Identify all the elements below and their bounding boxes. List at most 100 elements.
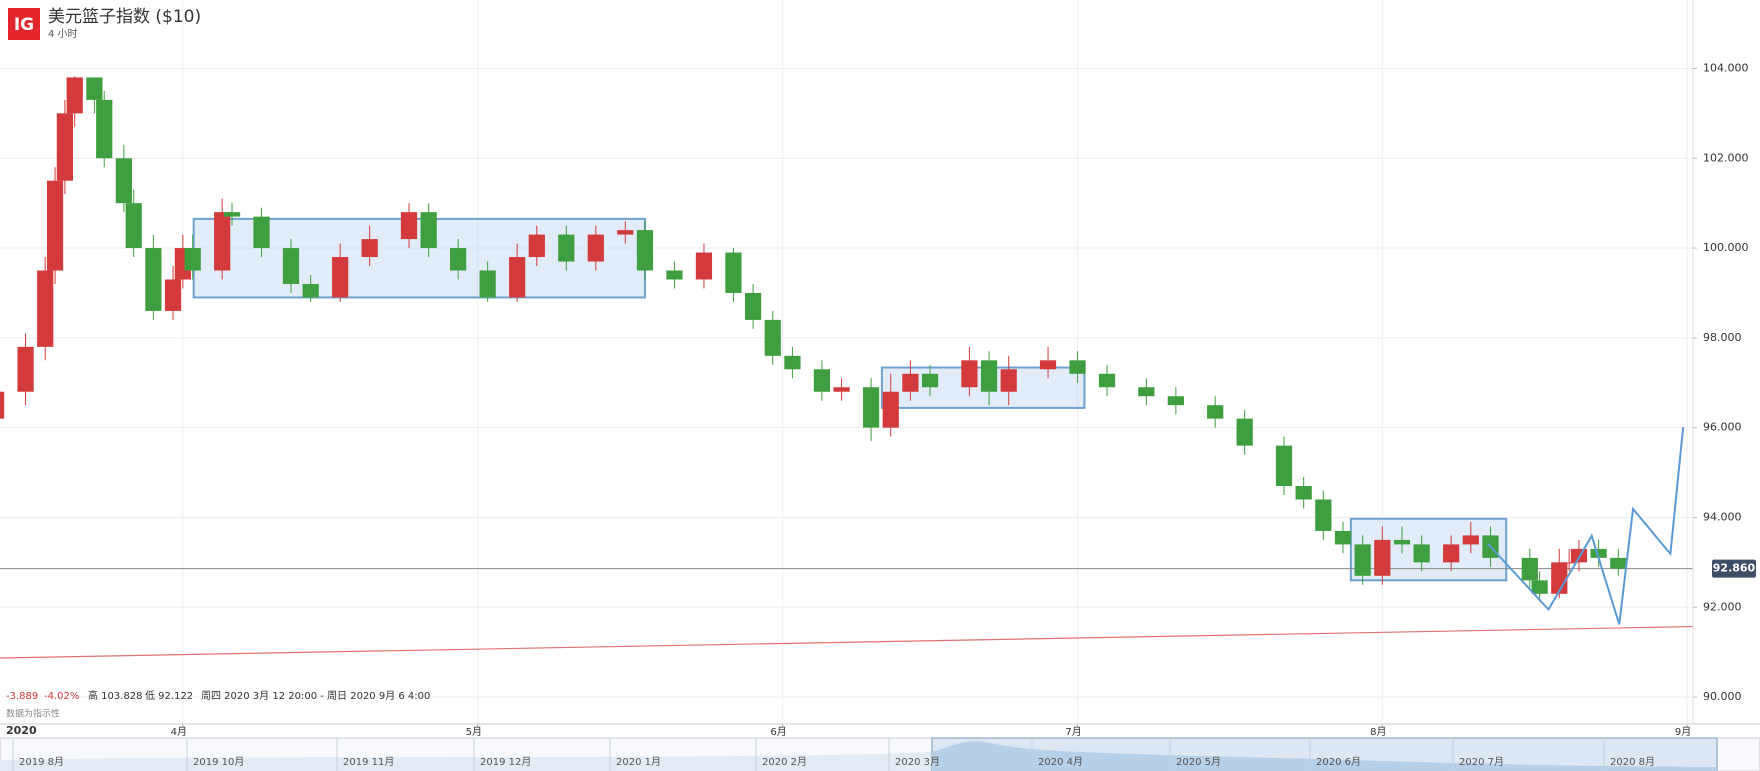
- candle-body: [1334, 530, 1352, 545]
- navigator-label: 2020 6月: [1316, 756, 1361, 768]
- navigator-label: 2019 11月: [343, 756, 394, 768]
- candle-body: [1354, 544, 1371, 576]
- candle-body: [1167, 396, 1184, 406]
- candle-body: [46, 180, 64, 271]
- candle-body: [450, 248, 467, 271]
- y-tick-label: 94.000: [1703, 510, 1742, 523]
- candle-body: [1413, 544, 1430, 563]
- candle-body: [0, 391, 5, 419]
- x-tick-label: 6月: [770, 726, 786, 738]
- navigator-label: 2019 8月: [19, 756, 64, 768]
- candle-body: [164, 279, 182, 311]
- candle-body: [302, 283, 319, 298]
- candle-body: [1295, 486, 1312, 500]
- candle-body: [1000, 369, 1017, 392]
- candle-body: [96, 99, 113, 159]
- candle-body: [86, 77, 103, 100]
- candle-body: [1551, 562, 1568, 594]
- navigator-labels: 2019 8月 2019 10月 2019 11月 2019 12月 2020 1月 20…: [12, 738, 1655, 771]
- candle-body: [214, 212, 231, 271]
- candle-body: [361, 239, 378, 258]
- candle-body: [695, 252, 713, 280]
- candle-body: [1098, 373, 1116, 388]
- y-tick-label: 100.000: [1703, 241, 1749, 254]
- x-tick-label: 8月: [1370, 726, 1386, 738]
- candle-body: [282, 248, 300, 284]
- candle-body: [125, 203, 142, 249]
- navigator-label: 2020 5月: [1176, 756, 1221, 768]
- logo-box: [8, 8, 40, 40]
- candle-body: [1443, 544, 1460, 563]
- candle-body: [332, 257, 349, 298]
- navigator-label: 2020 3月: [895, 756, 940, 768]
- navigator-label: 2020 8月: [1610, 756, 1655, 768]
- candle-body: [184, 248, 201, 271]
- candle-body: [56, 113, 73, 181]
- candle-body: [1570, 548, 1588, 563]
- navigator-label: 2020 1月: [616, 756, 661, 768]
- candle-body: [666, 270, 683, 280]
- navigator-label: 2020 4月: [1038, 756, 1083, 768]
- year-label: 2020: [6, 724, 37, 737]
- y-tick-label: 104.000: [1703, 61, 1749, 74]
- x-tick-label: 4月: [171, 726, 187, 738]
- candle-body: [725, 252, 742, 293]
- logo: IG: [14, 15, 34, 35]
- x-tick-label: 5月: [466, 726, 482, 738]
- navigator-label: 2020 2月: [762, 756, 807, 768]
- y-tick-label: 90.000: [1703, 690, 1742, 703]
- candle-body: [921, 373, 939, 388]
- candle-body: [882, 391, 899, 428]
- chart-title: 美元篮子指数 ($10): [48, 7, 201, 27]
- candle-body: [37, 270, 54, 347]
- candle-body: [66, 77, 83, 114]
- candle-body: [980, 360, 998, 392]
- candle-body: [784, 355, 801, 370]
- x-tick-label: 9月: [1675, 726, 1691, 738]
- candle-body: [617, 230, 634, 235]
- candle-body: [1393, 539, 1411, 545]
- candle-body: [1521, 557, 1538, 581]
- candle-body: [636, 230, 654, 271]
- candle-body: [17, 346, 34, 392]
- candle-body: [1561, 562, 1578, 564]
- y-tick-label: 102.000: [1703, 151, 1749, 164]
- candle-body: [509, 257, 526, 298]
- y-tick-label: 92.000: [1703, 600, 1742, 613]
- last-price-label: 92.860: [1713, 562, 1756, 575]
- chart-subtitle: 4 小时: [48, 28, 78, 40]
- navigator-area: [0, 752, 932, 771]
- candle-body: [1315, 499, 1332, 531]
- candle-body: [813, 369, 831, 392]
- y-tick-label: 96.000: [1703, 421, 1742, 434]
- projection-line: [1486, 427, 1685, 625]
- candle-body: [253, 216, 270, 249]
- grid: [0, 0, 1693, 724]
- candle-body: [1610, 557, 1627, 569]
- info-note: 数据为指示性: [6, 708, 60, 720]
- candle-body: [145, 248, 162, 311]
- candle-body: [833, 387, 850, 392]
- candle-body: [1138, 387, 1155, 397]
- candle-body: [528, 234, 545, 258]
- candle-body: [1531, 580, 1548, 594]
- candle-body: [1462, 535, 1479, 545]
- info-low: 低 92.122: [145, 689, 193, 702]
- marks: [0, 76, 1694, 659]
- navigator-label: 2019 10月: [193, 756, 244, 768]
- candle-body: [744, 292, 762, 320]
- info-change-pct: -4.02%: [44, 691, 79, 702]
- navigator: [0, 737, 1760, 771]
- trend-line: [0, 625, 1694, 659]
- candle-body: [902, 373, 919, 392]
- candle-body: [420, 212, 437, 249]
- navigator-label: 2020 7月: [1459, 756, 1504, 768]
- info-change: -3.889: [6, 691, 38, 702]
- candle-body: [587, 234, 604, 262]
- candle-body: [1207, 405, 1224, 419]
- candle-body: [558, 234, 575, 262]
- candle-body: [961, 360, 978, 388]
